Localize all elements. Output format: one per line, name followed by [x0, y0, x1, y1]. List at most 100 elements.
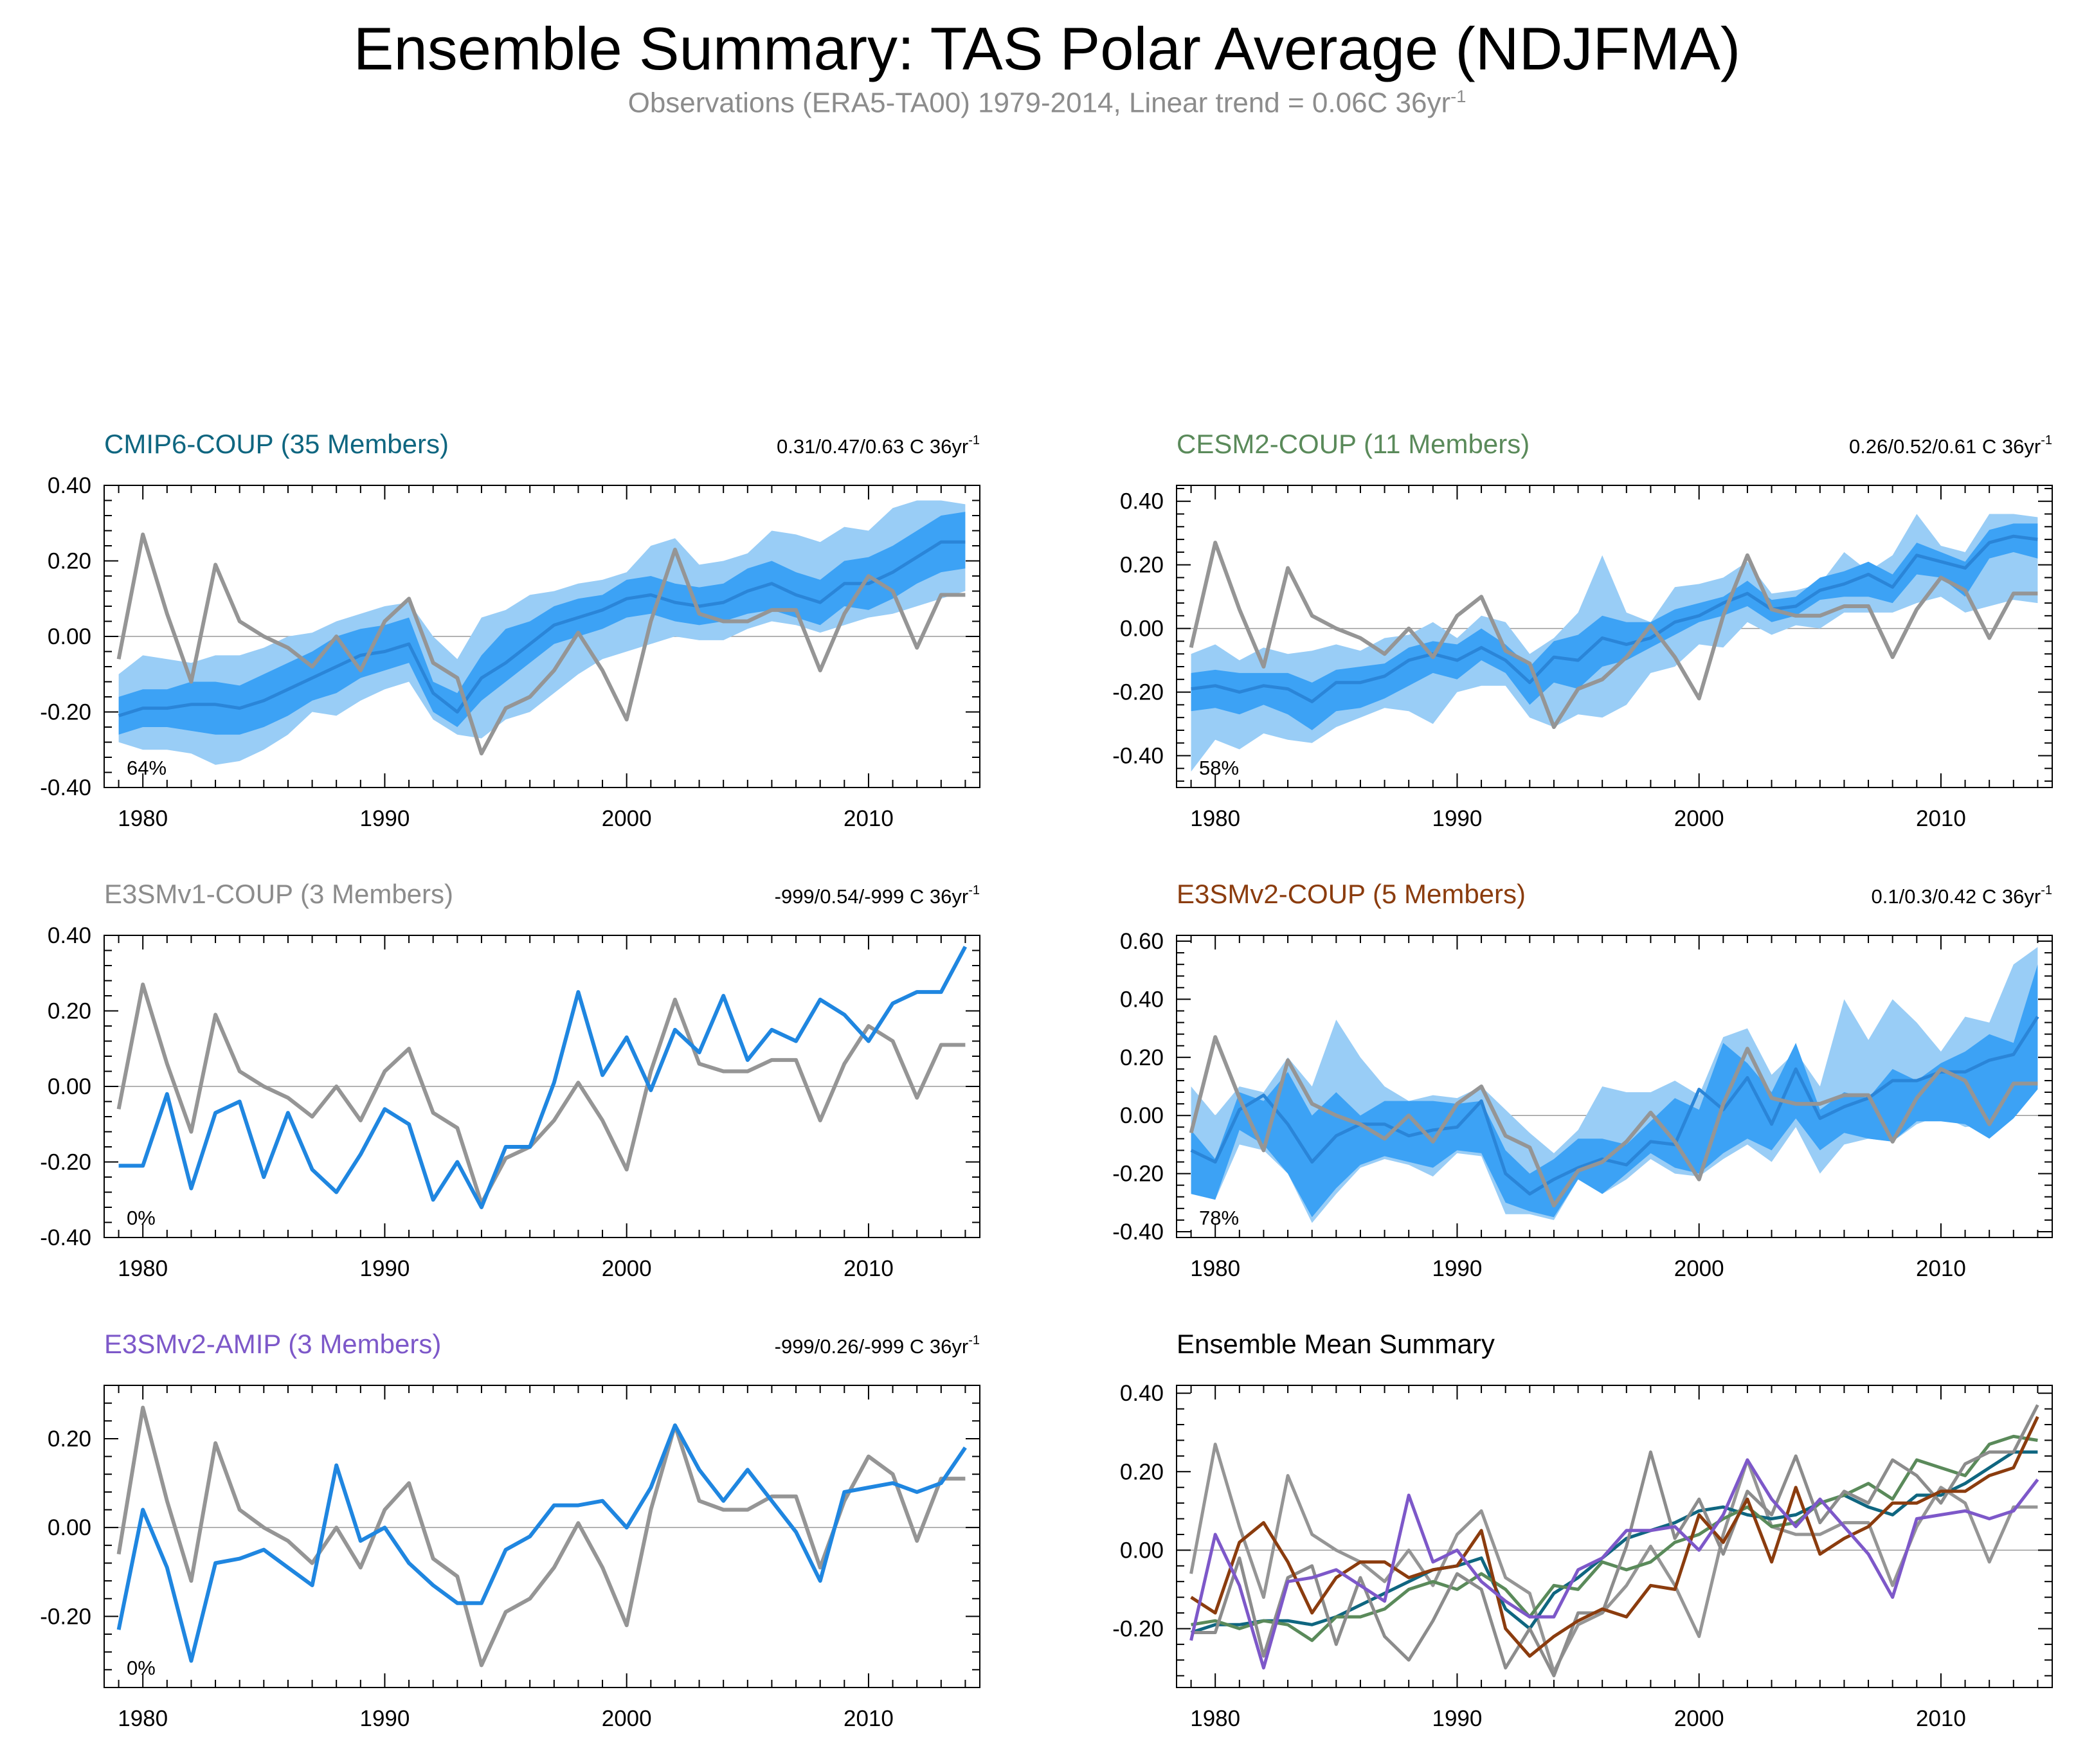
x-tick-label: 2010: [844, 806, 894, 831]
x-tick-label: 1990: [1432, 1256, 1483, 1281]
y-tick-label: -0.20: [40, 700, 91, 725]
y-tick-label: -0.40: [40, 1225, 91, 1250]
panel-percent-label: 78%: [1199, 1207, 1239, 1229]
panel-e3smv2: E3SMv2-COUP (5 Members) 0.1/0.3/0.42 C 36…: [1112, 879, 2053, 1281]
panel-trend-stats-superscript: -1: [968, 433, 980, 447]
panel-percent-label: 58%: [1199, 757, 1239, 779]
y-tick-label: -0.20: [1112, 1616, 1164, 1641]
subtitle-text: Observations (ERA5-TA00) 1979-2014, Line…: [627, 87, 1451, 119]
series-line-4: [1191, 1404, 2039, 1678]
x-tick-label: 1990: [360, 806, 410, 831]
x-tick-label: 2000: [602, 806, 652, 831]
x-tick-label: 1990: [360, 1256, 410, 1281]
observations-line: [1189, 541, 2038, 729]
x-tick-label: 2000: [602, 1256, 652, 1281]
x-tick-label: 1980: [118, 806, 168, 831]
y-tick-label: 0.60: [1120, 929, 1164, 954]
panel-title: E3SMv2-AMIP (3 Members): [104, 1329, 441, 1359]
panel-percent-label: 0%: [127, 1207, 156, 1229]
plot-area: [1177, 1404, 2052, 1678]
panel-trend-stats-superscript: -1: [968, 883, 980, 897]
y-tick-label: 0.00: [1120, 616, 1164, 642]
x-tick-label: 2010: [844, 1256, 894, 1281]
page-subtitle: Observations (ERA5-TA00) 1979-2014, Line…: [0, 86, 2094, 120]
panel-e3smv1: E3SMv1-COUP (3 Members) -999/0.54/-999 C …: [40, 879, 980, 1281]
x-tick-label: 1990: [1432, 1706, 1483, 1731]
subtitle-superscript: -1: [1450, 86, 1467, 106]
x-tick-label: 2000: [1674, 1256, 1724, 1281]
ensemble-mean-line: [118, 540, 966, 717]
panel-trend-stats: 0.26/0.52/0.61 C 36yr-1: [1849, 433, 2052, 458]
x-tick-label: 1980: [118, 1706, 168, 1731]
panel-percent-label: 64%: [127, 757, 167, 779]
ensemble-mean-line: [116, 1423, 967, 1663]
series-line-3: [1191, 1434, 2038, 1643]
panel-trend-stats-superscript: -1: [2041, 883, 2052, 897]
x-tick-label: 1990: [360, 1706, 410, 1731]
y-tick-label: -0.20: [40, 1604, 91, 1629]
panel-title: E3SMv1-COUP (3 Members): [104, 879, 453, 909]
panel-title: CMIP6-COUP (35 Members): [104, 429, 449, 459]
x-tick-label: 1980: [118, 1256, 168, 1281]
series-line-6: [1189, 1458, 2039, 1670]
observations-line: [116, 1405, 966, 1668]
observations-line: [116, 532, 966, 756]
y-tick-label: 0.20: [48, 1426, 91, 1452]
x-tick-label: 2010: [844, 1706, 894, 1731]
x-tick-label: 1980: [1190, 1706, 1240, 1731]
y-tick-label: 0.20: [48, 549, 91, 574]
x-tick-label: 2010: [1916, 1256, 1966, 1281]
panel-e3smv2_amip: E3SMv2-AMIP (3 Members) -999/0.26/-999 C …: [40, 1329, 980, 1731]
panel-frame: [1176, 935, 2053, 1238]
panel-trend-stats-superscript: -1: [2041, 433, 2052, 447]
plot-area: [104, 500, 980, 765]
ensemble-mean-line: [1190, 1016, 2039, 1196]
y-tick-label: 0.00: [48, 1074, 91, 1099]
panel-trend-stats: 0.1/0.3/0.42 C 36yr-1: [1872, 883, 2052, 908]
y-tick-label: -0.40: [1112, 744, 1164, 769]
ensemble-mean-line: [1191, 534, 2038, 703]
y-tick-label: -0.20: [1112, 680, 1164, 705]
y-tick-label: 0.40: [1120, 489, 1164, 514]
panel-frame: [1176, 485, 2053, 788]
x-tick-label: 2010: [1916, 806, 1966, 831]
panel-frame: [104, 1385, 980, 1688]
ensemble-mean-line: [118, 946, 968, 1209]
plot-area: [104, 946, 980, 1209]
y-tick-label: 0.40: [48, 473, 91, 498]
y-tick-label: 0.20: [1120, 1459, 1164, 1484]
plot-area: [1177, 514, 2052, 772]
panel-trend-stats: 0.31/0.47/0.63 C 36yr-1: [777, 433, 980, 458]
y-tick-label: -0.20: [40, 1150, 91, 1175]
y-tick-label: 0.40: [48, 923, 91, 948]
y-tick-label: 0.00: [48, 624, 91, 649]
spread-band-inner: [118, 512, 966, 735]
x-tick-label: 2000: [1674, 806, 1724, 831]
spread-band-inner: [1191, 523, 2038, 730]
y-tick-label: 0.40: [1120, 1381, 1164, 1406]
panel-title: CESM2-COUP (11 Members): [1177, 429, 1530, 459]
x-tick-label: 1990: [1432, 806, 1483, 831]
y-tick-label: 0.00: [48, 1515, 91, 1540]
panel-frame: [1176, 1385, 2053, 1688]
plot-area: [104, 1405, 980, 1668]
y-tick-label: -0.20: [1112, 1162, 1164, 1187]
panel-title: Ensemble Mean Summary: [1177, 1329, 1495, 1359]
plot-area: [1177, 947, 2052, 1223]
y-tick-label: 0.40: [1120, 987, 1164, 1012]
y-tick-label: -0.40: [1112, 1220, 1164, 1245]
x-tick-label: 1980: [1190, 806, 1240, 831]
y-tick-label: -0.40: [40, 775, 91, 800]
y-tick-label: 0.20: [48, 999, 91, 1024]
page-title: Ensemble Summary: TAS Polar Average (NDJ…: [353, 15, 1741, 82]
panel-trend-stats: -999/0.54/-999 C 36yr-1: [775, 883, 980, 908]
y-tick-label: 0.00: [1120, 1538, 1164, 1563]
observations-line: [116, 982, 966, 1206]
y-tick-label: 0.20: [1120, 1045, 1164, 1070]
observations-line: [1189, 1035, 2038, 1208]
panel-summary: Ensemble Mean Summary 1980 1990 2000 2010 0.4…: [1112, 1329, 2053, 1731]
series-line-1: [1189, 1443, 2038, 1674]
x-tick-label: 1980: [1190, 1256, 1240, 1281]
y-tick-label: 0.20: [1120, 553, 1164, 578]
